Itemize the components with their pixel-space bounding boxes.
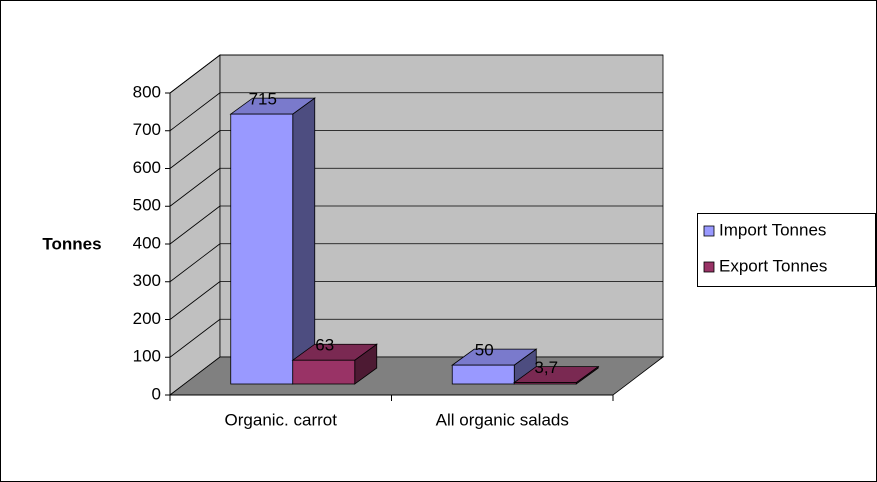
y-tick-label: 700 xyxy=(133,120,161,139)
grid-line xyxy=(169,130,221,169)
grid-line xyxy=(169,92,221,132)
bar xyxy=(451,364,515,385)
data-label: 3,7 xyxy=(534,358,558,377)
legend-label: Import Tonnes xyxy=(719,220,826,239)
y-tick-label: 300 xyxy=(133,271,161,290)
y-tick-label: 500 xyxy=(133,196,161,215)
grid-line xyxy=(169,167,221,207)
bar-side xyxy=(292,97,316,385)
y-tick-label: 100 xyxy=(133,347,161,366)
data-label: 715 xyxy=(249,90,277,109)
grid-line xyxy=(169,54,221,94)
grid-line xyxy=(169,243,221,283)
bar xyxy=(513,382,577,385)
y-tick-label: 800 xyxy=(133,82,161,101)
legend-swatch xyxy=(703,225,715,237)
y-tick-label: 600 xyxy=(133,158,161,177)
legend-label: Export Tonnes xyxy=(719,256,827,275)
legend-swatch xyxy=(703,261,715,273)
data-label: 63 xyxy=(315,336,334,355)
legend-box xyxy=(697,213,876,287)
grid-line xyxy=(169,318,221,358)
y-tick-label: 0 xyxy=(152,384,161,403)
y-tick-label: 200 xyxy=(133,309,161,328)
x-tick-label: Organic. carrot xyxy=(225,410,338,429)
grid-line xyxy=(169,205,221,245)
y-axis-label: Tonnes xyxy=(42,234,101,253)
y-tick-label: 400 xyxy=(133,233,161,252)
bar xyxy=(230,113,294,385)
bar xyxy=(292,359,356,385)
x-tick-label: All organic salads xyxy=(436,410,569,429)
data-label: 50 xyxy=(475,341,494,360)
grid-line xyxy=(169,281,221,320)
